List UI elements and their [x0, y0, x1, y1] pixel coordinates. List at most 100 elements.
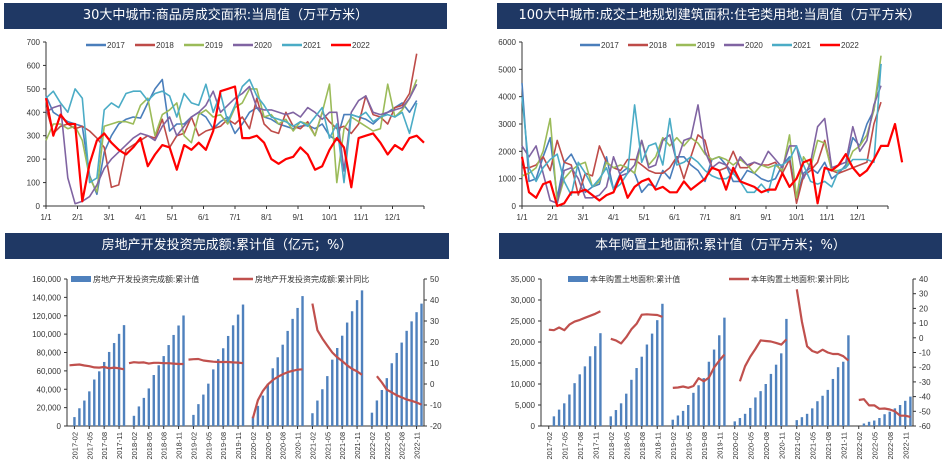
x-tick-label: 2022-05	[383, 432, 392, 460]
bar	[296, 307, 299, 426]
y-tick-label: 10,000	[511, 380, 536, 389]
x-tick-label: 2020-11	[777, 432, 786, 459]
series-line-yoy	[795, 289, 850, 362]
x-tick-label: 2021-02	[308, 432, 317, 460]
x-tick-label: 2019-11	[715, 432, 724, 459]
x-tick-label: 5/1	[638, 213, 650, 222]
bar	[878, 418, 881, 426]
series-line-2022	[520, 122, 904, 208]
bar	[331, 359, 334, 426]
bar	[326, 376, 329, 426]
bar	[707, 361, 711, 426]
bar	[635, 368, 638, 426]
series-line-yoy	[128, 361, 184, 366]
y2-tick-label: -10	[430, 401, 442, 410]
bar	[733, 421, 736, 426]
bar	[217, 359, 220, 426]
y-tick-label: 0	[531, 422, 536, 431]
y2-tick-label: 40	[430, 296, 439, 305]
series-line-yoy	[311, 303, 363, 376]
y-tick-label: 35,000	[511, 275, 536, 284]
x-tick-label: 2017-05	[560, 432, 569, 460]
bar	[117, 333, 121, 426]
bar	[261, 395, 265, 426]
bar	[630, 379, 633, 426]
bar	[749, 407, 752, 426]
x-tick-label: 10/1	[789, 213, 805, 222]
bar	[867, 421, 871, 426]
bar	[221, 348, 225, 426]
series-line-2018	[45, 53, 418, 189]
legend-label-2019: 2019	[697, 41, 715, 50]
bar	[251, 416, 255, 426]
legend-swatch-bar	[71, 276, 91, 282]
bar	[355, 300, 359, 426]
y-tick-label: 80,000	[37, 349, 62, 358]
x-tick-label: 2022-08	[398, 432, 407, 460]
x-tick-label: 2017-08	[100, 432, 109, 460]
bar	[192, 414, 195, 426]
x-tick-label: 2019-08	[700, 432, 709, 460]
bar	[563, 403, 566, 426]
bar	[405, 330, 408, 426]
y-tick-label: 140,000	[32, 293, 61, 302]
bar	[816, 401, 819, 426]
bar	[291, 318, 294, 426]
x-tick-label: 3/1	[577, 213, 589, 222]
chart-100-cities-land: 0 1000 2000 3000 4000 5000 6000 1/1 2/1 3/1 4/1 5/1…	[498, 38, 904, 222]
bar	[625, 393, 628, 426]
bar	[873, 420, 876, 426]
chart-panel-land-purchase: 本年购置土地面积:累计值（万平方米；%） 0 5,000 10,000 15,000 2…	[470, 230, 945, 466]
bar	[420, 303, 423, 426]
legend-label-2021: 2021	[303, 41, 321, 50]
x-tick-label: 2021-11	[353, 432, 362, 459]
x-tick-label: 2017-08	[576, 432, 585, 460]
bar	[661, 303, 664, 426]
bar	[385, 378, 389, 426]
series-line-yoy	[738, 338, 788, 382]
x-tick-label: 2021-11	[839, 432, 848, 459]
y-tick-label: 1000	[498, 175, 516, 184]
x-tick-label: 2018-05	[145, 432, 154, 460]
bar	[599, 333, 602, 426]
bar	[568, 394, 571, 426]
bar	[390, 363, 393, 426]
bar	[718, 335, 721, 426]
x-tick-label: 12/1	[850, 213, 866, 222]
bar	[93, 379, 96, 426]
y2-tick-label: -20	[430, 422, 442, 431]
series-line-2019	[521, 55, 882, 205]
legend-label-line: 本年购置土地面积:累计同比	[751, 274, 849, 284]
bar	[687, 405, 690, 426]
bar	[380, 389, 384, 426]
bar	[182, 315, 185, 426]
x-tick-label: 2021-05	[323, 432, 332, 460]
x-tick-label: 5/1	[166, 213, 178, 222]
x-tick-label: 2018-05	[622, 432, 631, 460]
chart-30-cities-sales: 0 100 200 300 400 500 600 700 1/1 2/1 3/1 4/1 5/1 6/1…	[27, 38, 425, 222]
x-tick-label: 11/1	[820, 213, 836, 222]
x-tick-label: 2020-08	[762, 432, 771, 460]
y-tick-label: 40,000	[37, 385, 62, 394]
y2-tick-label: 50	[430, 275, 439, 284]
series-line-yoy	[69, 363, 125, 371]
y-tick-label: 15,000	[511, 359, 536, 368]
y2-tick-label: 30	[430, 317, 439, 326]
y-tick-label: 700	[27, 38, 41, 47]
bar	[102, 361, 106, 426]
y-tick-label: 4000	[498, 93, 516, 102]
bar	[286, 330, 289, 426]
x-tick-label: 2021-05	[808, 432, 817, 460]
legend-label-2022: 2022	[352, 41, 370, 50]
bar	[167, 345, 170, 426]
bar	[241, 304, 245, 426]
bar	[147, 388, 151, 426]
bar	[410, 321, 413, 426]
bar	[904, 400, 907, 426]
series-line-yoy	[251, 368, 303, 419]
chart-panel-real-estate-investment: 房地产开发投资完成额:累计值（亿元；%） 0 20,000 40,000 60,000…	[0, 230, 470, 466]
legend-label-2022: 2022	[841, 41, 859, 50]
x-tick-label: 2021-02	[793, 432, 802, 460]
y-tick-label: 30,000	[511, 296, 536, 305]
legend-label-line: 房地产开发投资完成额:累计同比	[255, 274, 369, 284]
